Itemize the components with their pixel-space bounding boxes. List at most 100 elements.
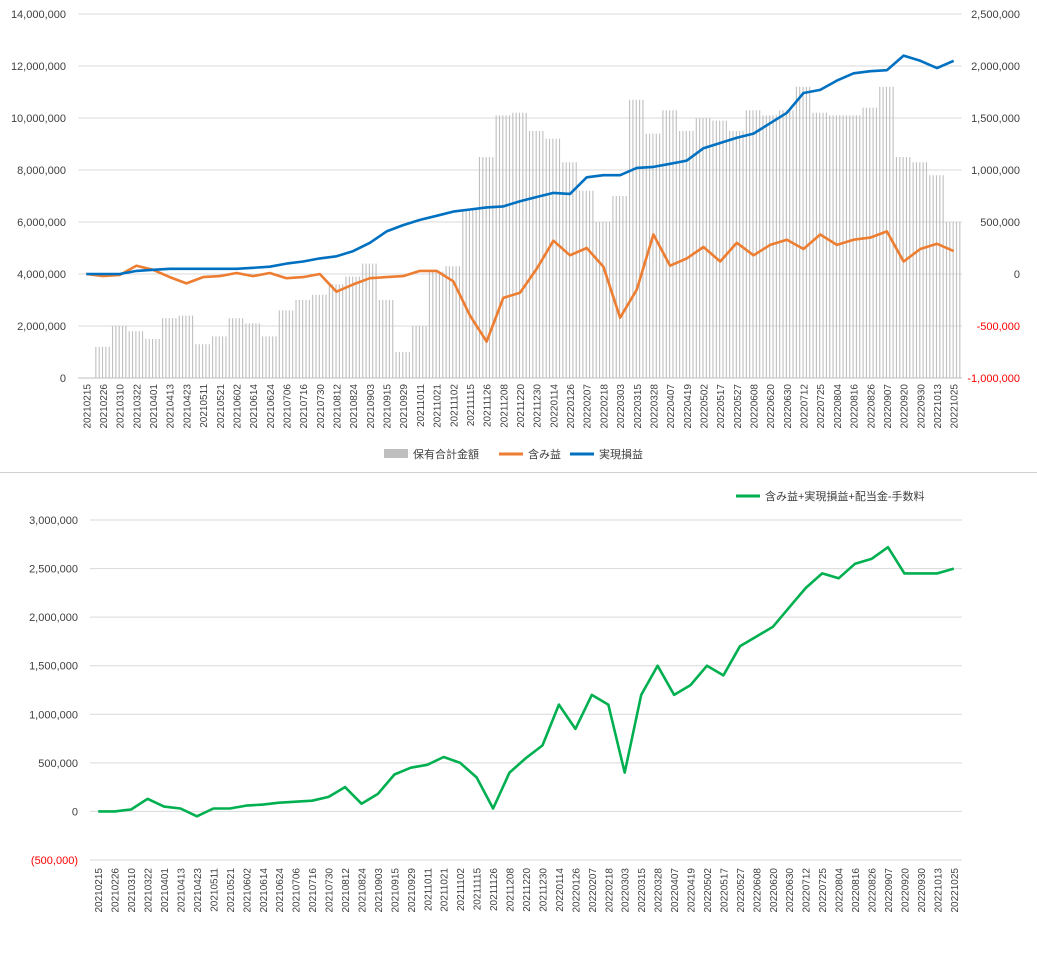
left-y-tick-label: 4,000,000 [17,269,66,281]
x-tick-label: 20210706 [292,868,303,913]
left-y-tick-label: 12,000,000 [11,61,66,73]
x-tick-label: 20211021 [433,384,444,428]
x-tick-label: 20220419 [683,384,694,429]
x-tick-label: 20220804 [833,384,844,429]
y-tick-label: 2,000,000 [29,612,78,624]
x-tick-label: 20210511 [209,868,220,912]
x-tick-label: 20220725 [818,868,829,913]
x-tick-label: 20210413 [166,384,177,429]
x-tick-label: 20210310 [116,384,127,429]
x-tick-label: 20220804 [835,868,846,913]
x-tick-label: 20220502 [703,868,714,913]
x-tick-label: 20220816 [851,868,862,913]
x-tick-label: 20220328 [649,384,660,429]
x-tick-label: 20211115 [473,868,484,911]
x-tick-label: 20221013 [933,868,944,913]
right-y-tick-label: 500,000 [980,217,1020,229]
line-unrealized-gain [86,230,955,343]
legend-swatch-holdings [384,449,408,458]
x-tick-label: 20211126 [489,868,500,911]
chart-2-svg: 3,000,000 2,500,000 2,000,000 1,500,000 1,00… [29,489,962,913]
x-tick-label: 20220712 [802,868,813,913]
x-tick-label: 20211115 [466,384,477,427]
x-tick-label: 20220608 [750,384,761,429]
x-tick-label: 20211230 [538,868,549,912]
x-tick-label: 20220114 [549,384,560,428]
x-tick-label: 20210521 [216,384,227,429]
x-tick-label: 20211220 [516,384,527,428]
x-tick-label: 20210226 [99,384,110,429]
x-tick-label: 20211208 [499,384,510,428]
x-tick-label: 20210824 [349,384,360,429]
x-tick-label: 20210915 [383,384,394,429]
right-y-tick-label: -1,000,000 [967,373,1020,385]
left-y-tick-label: 6,000,000 [17,217,66,229]
x-tick-label: 20220920 [900,868,911,913]
x-tick-label: 20210716 [308,868,319,913]
x-tick-label: 20220712 [800,384,811,429]
x-tick-label: 20210812 [341,868,352,913]
x-tick-label: 20210915 [390,868,401,913]
y-tick-label: 500,000 [38,758,78,770]
x-tick-label: 20220920 [900,384,911,429]
x-tick-label: 20220207 [588,868,599,913]
x-tick-label: 20210730 [325,868,336,913]
x-tick-label: 20210215 [94,868,105,913]
x-tick-label: 20211011 [416,384,427,427]
x-tick-label: 20220620 [769,868,780,913]
x-tick-label: 20210929 [399,384,410,429]
x-tick-label: 20210624 [266,384,277,429]
x-tick-label: 20220527 [736,868,747,913]
x-tick-label: 20220907 [883,384,894,429]
x-tick-label: 20220930 [917,868,928,913]
left-y-tick-label: 14,000,000 [11,9,66,21]
x-tick-label: 20210812 [333,384,344,429]
x-tick-label: 20220630 [783,384,794,429]
right-y-tick-label: 2,000,000 [971,61,1020,73]
x-tick-label: 20210413 [176,868,187,913]
x-tick-label: 20220826 [866,384,877,429]
legend-label: 保有合計金額 [413,447,479,461]
x-tick-label: 20210730 [316,384,327,429]
left-y-tick-label: 0 [60,373,66,385]
x-tick-label: 20220527 [733,384,744,429]
x-tick-label: 20210401 [160,868,171,913]
right-y-tick-label: -500,000 [977,321,1020,333]
x-tick-label: 20210521 [226,868,237,913]
x-tick-label: 20220315 [637,868,648,913]
x-tick-label: 20210423 [193,868,204,913]
legend-label: 含み益+実現損益+配当金-手数料 [765,489,925,503]
x-tick-label: 20210310 [127,868,138,913]
x-tick-label: 20220620 [766,384,777,429]
x-tick-label: 20210511 [199,384,210,428]
x-tick-label: 20210602 [232,384,243,429]
x-tick-label: 20220826 [868,868,879,913]
x-tick-label: 20210322 [132,384,143,429]
x-tick-label: 20220517 [719,868,730,913]
x-tick-label: 20211230 [533,384,544,428]
x-tick-label: 20211102 [449,384,460,427]
x-tick-label: 20220816 [850,384,861,429]
y-tick-label: (500,000) [31,855,78,867]
x-tick-label: 20210706 [282,384,293,429]
chart-panel-2: 3,000,000 2,500,000 2,000,000 1,500,000 1,00… [0,474,1037,948]
x-tick-label: 20220419 [687,868,698,913]
x-tick-label: 20220502 [699,384,710,429]
x-tick-label: 20220114 [555,868,566,912]
x-tick-label: 20211208 [506,868,517,912]
x-tick-label: 20220126 [571,868,582,913]
y-tick-label: 2,500,000 [29,564,78,576]
x-tick-label: 20210929 [407,868,418,913]
x-tick-label: 20210903 [374,868,385,913]
x-tick-label: 20220725 [816,384,827,429]
x-tick-label: 20220218 [604,868,615,913]
x-tick-label: 20211021 [440,868,451,912]
x-tick-label: 20220907 [884,868,895,913]
x-tick-label: 20210226 [111,868,122,913]
x-tick-label: 20220608 [752,868,763,913]
line-total-pl [98,545,955,818]
x-tick-label: 20211220 [522,868,533,912]
x-tick-label: 20220930 [916,384,927,429]
y-tick-label: 1,500,000 [29,661,78,673]
x-tick-label: 20210716 [299,384,310,429]
